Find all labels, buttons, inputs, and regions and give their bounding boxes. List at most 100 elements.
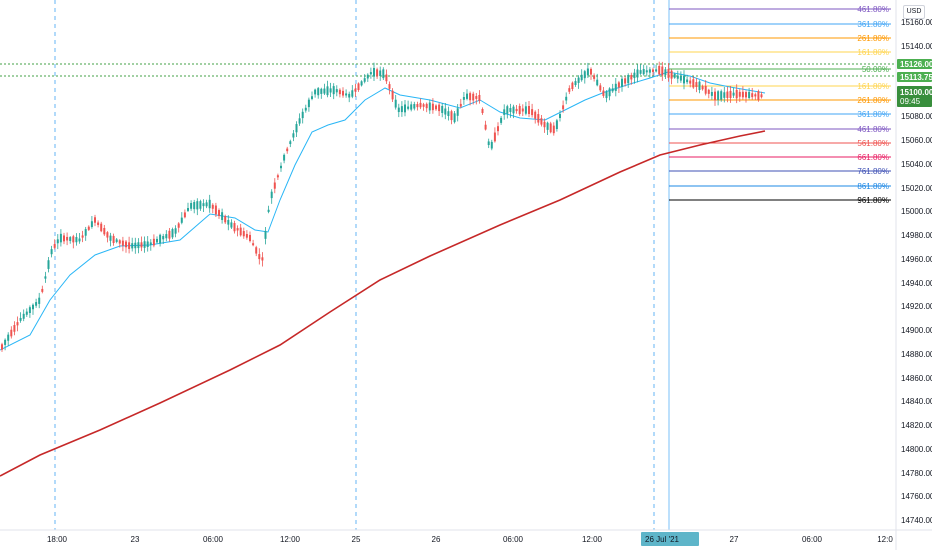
candle [286, 146, 289, 154]
candle [534, 110, 537, 124]
candle [459, 98, 462, 109]
candle [676, 70, 679, 84]
candle [366, 73, 369, 82]
candle [683, 70, 685, 90]
candle [134, 237, 137, 254]
candle [707, 88, 710, 99]
candle [28, 305, 31, 318]
candle [419, 98, 422, 110]
candle [168, 228, 171, 242]
candle [208, 194, 211, 213]
candle [422, 102, 425, 111]
currency-button[interactable]: USD [903, 5, 925, 19]
candle [292, 130, 295, 142]
candle [224, 214, 227, 225]
candle [1, 342, 3, 352]
candle [44, 271, 47, 283]
candle [187, 202, 189, 213]
candle [10, 326, 13, 339]
candle [475, 92, 478, 105]
candle [109, 232, 112, 247]
candle [280, 162, 282, 172]
candle [87, 225, 90, 231]
candle [255, 245, 258, 257]
candle [199, 199, 202, 211]
time-axis-label: 12:00 [582, 535, 603, 544]
candle [642, 64, 645, 76]
candle [577, 75, 580, 89]
candle [100, 221, 103, 233]
candle [552, 122, 555, 136]
candle [416, 101, 419, 111]
svg-text:15113.75: 15113.75 [900, 73, 932, 82]
fib-level-label: 461.80% [857, 5, 889, 14]
candle [717, 90, 720, 106]
candle [363, 74, 366, 84]
candle [143, 236, 146, 253]
candle [593, 73, 596, 82]
candle [391, 88, 394, 102]
svg-text:09:45: 09:45 [900, 97, 921, 106]
price-axis-label: 14980.00 [901, 231, 932, 240]
candle [447, 106, 450, 121]
candle [748, 87, 751, 100]
fib-level-label: 261.80% [857, 34, 889, 43]
candle [103, 224, 106, 236]
candle [128, 236, 131, 254]
candle [546, 121, 549, 136]
candle [760, 91, 763, 99]
candle [177, 222, 180, 233]
price-tag-last: 15100.00 09:45 [897, 86, 932, 107]
candle [658, 61, 661, 77]
candle [56, 234, 59, 250]
candle [382, 67, 385, 81]
candle [329, 82, 332, 97]
candle [245, 230, 248, 240]
candle [165, 230, 168, 242]
fib-level-label: 861.80% [857, 182, 889, 191]
candle [757, 89, 760, 102]
candle [438, 102, 441, 117]
candle [627, 73, 630, 88]
candle [661, 61, 664, 81]
candle [121, 236, 124, 252]
fib-level-label: 161.80% [857, 82, 889, 91]
candle [441, 103, 444, 118]
candle [453, 110, 456, 124]
candle [211, 203, 214, 214]
session-separators [54, 0, 670, 530]
candle [397, 103, 400, 118]
fib-level-label: 361.80% [857, 20, 889, 29]
candle [698, 80, 701, 94]
candle [13, 321, 16, 336]
svg-text:15126.00: 15126.00 [900, 60, 932, 69]
candle [373, 62, 375, 81]
candle [233, 220, 236, 234]
candle [645, 65, 648, 77]
candle [664, 67, 667, 80]
candle [90, 216, 93, 229]
time-axis-label: 18:00 [47, 535, 68, 544]
candle [506, 104, 509, 119]
fib-level-label: 661.80% [857, 153, 889, 162]
candle [515, 105, 518, 114]
candle [59, 229, 62, 247]
candle [583, 69, 586, 84]
candle [202, 199, 205, 212]
horizontal-levels[interactable] [0, 63, 896, 77]
candle [171, 227, 174, 240]
candle [404, 100, 406, 117]
candle [230, 219, 233, 229]
price-axis-label: 14780.00 [901, 469, 932, 478]
candle [710, 86, 713, 100]
price-axis-label: 14960.00 [901, 255, 932, 264]
price-axis-label: 15000.00 [901, 207, 932, 216]
candle [270, 189, 273, 204]
candle [227, 215, 230, 231]
candle [38, 292, 41, 309]
candle [686, 74, 689, 85]
candle [704, 80, 707, 96]
candle [311, 91, 313, 101]
candle [149, 239, 152, 251]
